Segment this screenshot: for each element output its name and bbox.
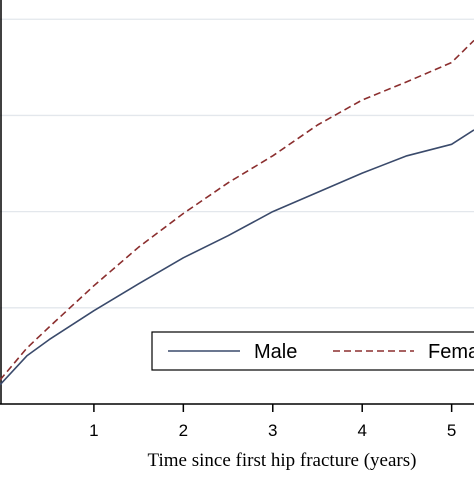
legend-male-label: Male (254, 341, 297, 363)
series-lines (0, 39, 474, 386)
x-axis-title: Time since first hip fracture (years) (148, 450, 417, 471)
series-line-male (0, 129, 474, 386)
legend-female-label: Female (428, 341, 474, 363)
x-tick-label-2: 2 (179, 421, 188, 440)
gridlines (0, 18, 474, 309)
x-tick-labels: 1 2 3 4 5 (89, 404, 456, 440)
x-tick-label-3: 3 (268, 421, 277, 440)
x-tick-label-4: 4 (357, 421, 366, 440)
x-tick-label-1: 1 (89, 421, 98, 440)
legend: Male Female (151, 331, 474, 371)
series-line-female (0, 39, 474, 381)
axes (0, 0, 474, 405)
x-tick-label-5: 5 (447, 421, 456, 440)
